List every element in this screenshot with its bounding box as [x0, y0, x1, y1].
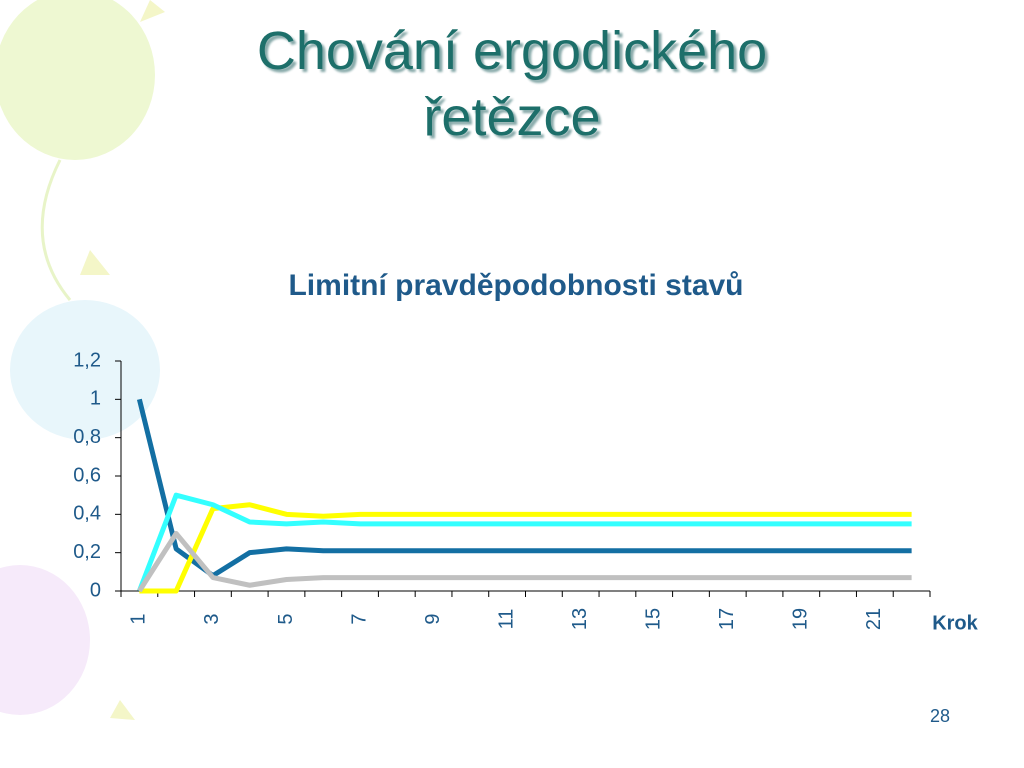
data-line	[137, 531, 912, 593]
confetti	[80, 250, 110, 275]
balloon-string	[40, 159, 72, 301]
x-tick-label: 19	[790, 608, 812, 630]
x-tick-label: 9	[422, 613, 444, 624]
page-number: 28	[930, 706, 951, 726]
y-tick-label: 1	[90, 388, 101, 410]
data-line	[139, 502, 912, 594]
slide-title: Chování ergodického řetězce	[256, 21, 768, 147]
y-tick-label: 0,4	[73, 503, 101, 525]
balloon	[0, 565, 90, 715]
balloon	[0, 0, 155, 160]
x-tick-label: 13	[569, 608, 591, 630]
x-tick-label: 7	[348, 613, 370, 624]
x-tick-label: 17	[716, 608, 738, 630]
x-tick-label: 5	[275, 613, 297, 624]
x-tick-label: 3	[201, 613, 223, 624]
x-axis-label: Krok	[932, 612, 978, 634]
confetti	[110, 700, 135, 720]
x-tick-label: 11	[495, 609, 517, 630]
data-line	[136, 398, 912, 579]
confetti	[140, 0, 165, 22]
x-tick-label: 15	[642, 608, 664, 630]
y-tick-label: 0	[90, 579, 101, 601]
y-tick-label: 0,6	[73, 464, 101, 486]
y-tick-label: 0,8	[73, 426, 101, 448]
x-tick-label: 21	[863, 608, 885, 630]
balloon	[10, 300, 160, 440]
data-line	[137, 492, 912, 592]
chart-title: Limitní pravděpodobnosti stavů	[288, 269, 743, 302]
y-tick-label: 1,2	[73, 349, 101, 371]
y-tick-label: 0,2	[73, 541, 101, 563]
x-tick-label: 1	[128, 613, 150, 624]
